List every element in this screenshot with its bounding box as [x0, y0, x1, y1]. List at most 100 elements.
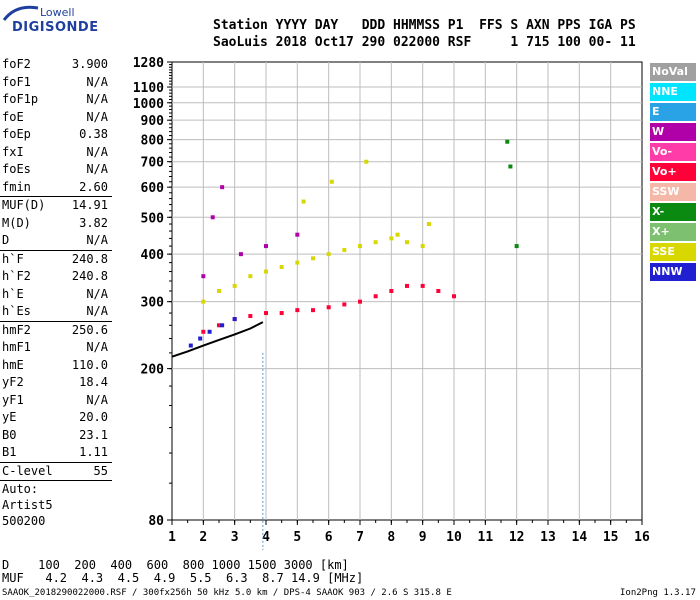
param-name: C-level: [2, 463, 53, 478]
param-row: yE 20.0: [0, 409, 112, 427]
param-value: 110.0: [71, 357, 108, 372]
param-name: h`F: [2, 251, 24, 266]
param-name: D: [2, 233, 10, 247]
data-point-sse: [279, 265, 284, 270]
y-tick-label: 600: [141, 181, 165, 196]
param-name: h`F2: [2, 269, 31, 283]
param-row: B0 23.1: [0, 427, 112, 445]
param-row: MUF(D) 14.91: [0, 197, 112, 215]
param-row: foEp 0.38: [0, 126, 112, 144]
data-point-vo-: [279, 311, 284, 316]
data-point-nnw: [198, 336, 203, 341]
y-tick-label: 300: [141, 296, 165, 311]
param-name: foEp: [2, 127, 31, 141]
legend-item-vo-: Vo-: [650, 143, 696, 161]
param-value: N/A: [86, 109, 108, 124]
param-row: foF1p N/A: [0, 91, 112, 109]
data-point-sse: [329, 179, 334, 184]
param-row: foF2 3.900: [0, 56, 112, 74]
param-row: h`E N/A: [0, 286, 112, 304]
data-point-nnw: [220, 323, 225, 328]
y-tick-label: 700: [141, 156, 165, 171]
data-point-w: [201, 274, 206, 279]
param-name: foF2: [2, 57, 31, 71]
file-info-footer: SAAOK_2018290022000.RSF / 300fx256h 50 k…: [2, 588, 452, 598]
data-point-sse: [217, 289, 221, 293]
param-value: N/A: [86, 92, 108, 106]
param-name: MUF(D): [2, 198, 46, 212]
data-point-sse: [342, 248, 347, 253]
data-point-sse: [395, 232, 400, 237]
data-point-vo-: [264, 311, 268, 316]
param-value: 14.91: [71, 198, 108, 212]
data-point-nnw: [232, 317, 237, 322]
logo-line1: Lowell: [40, 6, 75, 19]
param-value: 3.82: [79, 215, 108, 230]
data-point-sse: [389, 236, 394, 241]
data-point-sse: [201, 299, 206, 304]
data-point-w: [238, 252, 243, 257]
profile-trace-line: [171, 321, 264, 358]
data-point-sse: [364, 159, 369, 164]
param-name: M(D): [2, 215, 31, 230]
legend-item-x-: X+: [650, 223, 696, 241]
param-value: 0.38: [79, 127, 108, 141]
param-separator: [0, 196, 112, 197]
param-row: foF1 N/A: [0, 74, 112, 92]
param-name: h`E: [2, 286, 24, 301]
data-point-vo-: [295, 308, 300, 313]
param-value: N/A: [86, 162, 108, 176]
legend-item-w: W: [650, 123, 696, 141]
x-tick-label: 10: [446, 530, 462, 545]
data-point-sse: [295, 260, 300, 265]
param-name: hmF2: [2, 322, 31, 337]
y-tick-label: 1000: [133, 97, 164, 112]
data-point-vo-: [201, 329, 206, 334]
param-name: fxI: [2, 144, 24, 159]
data-point-sse: [301, 199, 306, 204]
legend-item-e: E: [650, 103, 696, 121]
param-value: N/A: [86, 286, 108, 301]
param-separator: [0, 249, 112, 251]
param-row: h`F 240.8: [0, 251, 112, 269]
param-value: 240.8: [71, 269, 108, 283]
param-row: fxI N/A: [0, 144, 112, 162]
data-point-sse: [373, 240, 378, 245]
data-point-x-: [508, 164, 513, 169]
data-point-vo-: [326, 305, 331, 310]
param-row: yF2 18.4: [0, 374, 112, 392]
param-row: D N/A: [0, 232, 112, 250]
param-row: B1 1.11: [0, 444, 112, 462]
x-tick-label: 14: [572, 530, 588, 545]
param-row: h`F2 240.8: [0, 268, 112, 286]
param-value: 23.1: [79, 427, 108, 442]
param-separator: [0, 480, 112, 481]
data-point-nnw: [188, 343, 193, 348]
autoscaling-line3: 500200: [2, 514, 46, 528]
param-row: foE N/A: [0, 109, 112, 127]
legend-item-ssw: SSW: [650, 183, 696, 201]
x-tick-label: 6: [325, 530, 333, 545]
x-tick-label: 12: [509, 530, 525, 545]
data-point-nnw: [207, 329, 212, 334]
data-point-sse: [405, 240, 409, 245]
data-point-vo-: [342, 302, 347, 307]
x-tick-label: 8: [387, 530, 395, 545]
logo-swoosh-icon: [2, 5, 39, 21]
polarization-legend: NoVal NNE E W Vo- Vo+ SSW X- X+ SSE NNW: [650, 63, 696, 283]
param-value: N/A: [86, 233, 108, 247]
data-point-vo-: [248, 314, 253, 319]
legend-item-vo-: Vo+: [650, 163, 696, 181]
legend-item-nne: NNE: [650, 83, 696, 101]
y-tick-label: 80: [148, 514, 164, 529]
param-row: C-level 55: [0, 463, 112, 481]
param-name: hmF1: [2, 340, 31, 354]
x-tick-label: 11: [478, 530, 494, 545]
param-row: hmF1 N/A: [0, 339, 112, 357]
data-point-x-: [514, 244, 519, 249]
data-point-sse: [311, 256, 315, 261]
data-point-vo-: [405, 283, 409, 288]
x-tick-label: 4: [262, 530, 270, 545]
param-separator: [0, 461, 112, 463]
autoscaling-line2: Artist5: [2, 498, 53, 512]
